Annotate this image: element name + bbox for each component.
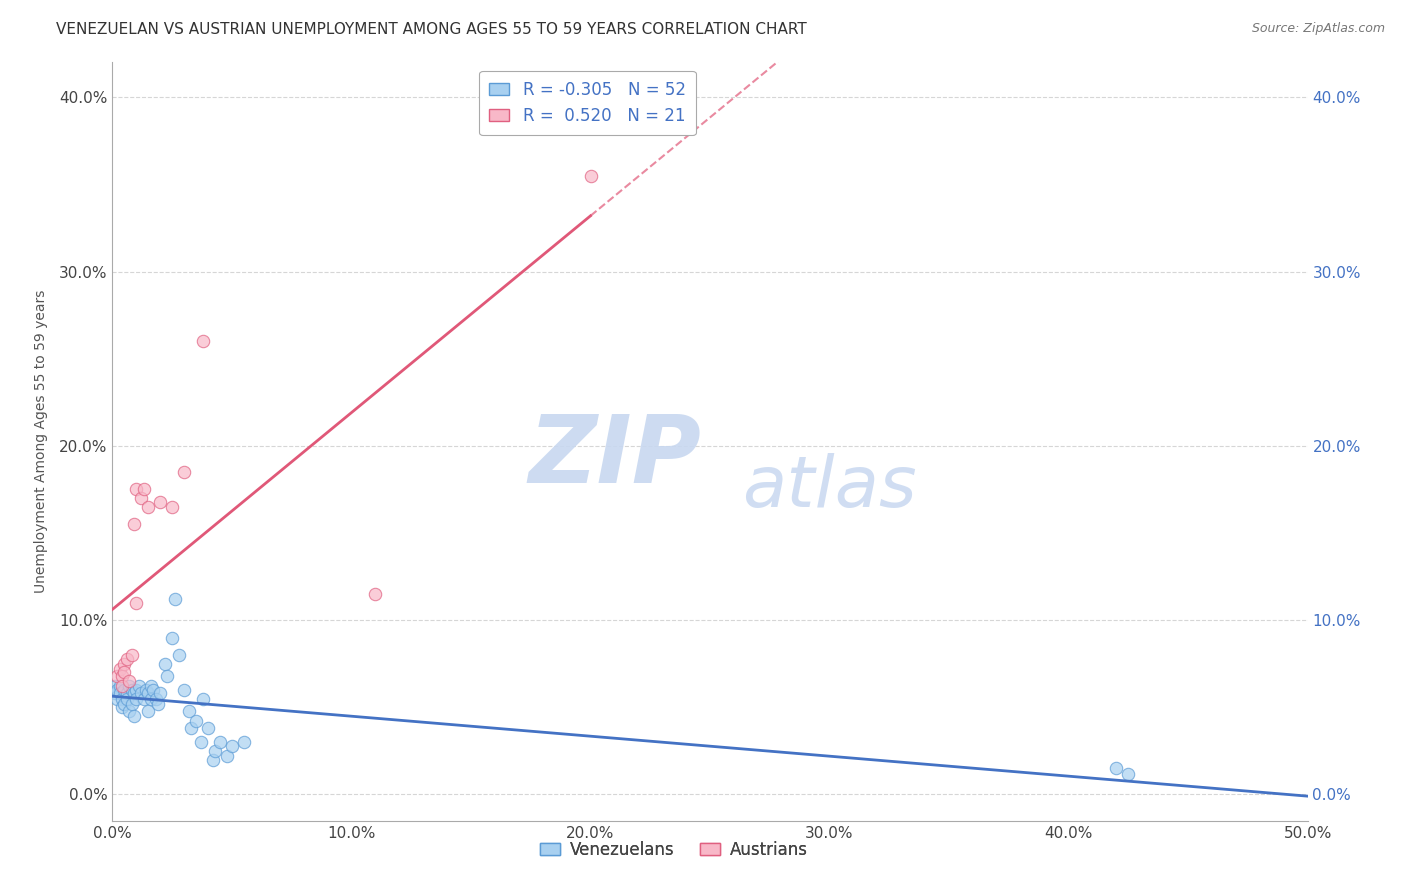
Point [204, 744, 226, 758]
Text: atlas: atlas [742, 452, 917, 522]
Point [193, 334, 215, 349]
Point [162, 500, 183, 514]
Point [138, 686, 160, 700]
Point [129, 686, 152, 700]
Point [111, 691, 134, 706]
Point [139, 691, 162, 706]
Point [125, 483, 148, 497]
Point [114, 697, 135, 711]
Point [104, 686, 127, 700]
Point [128, 680, 150, 694]
Point [169, 648, 191, 662]
Point [217, 749, 239, 764]
Point [173, 465, 195, 479]
Point [145, 691, 167, 706]
Point [364, 587, 387, 601]
Point [201, 753, 224, 767]
Point [122, 517, 145, 532]
Point [115, 651, 138, 665]
Point [149, 494, 172, 508]
Point [121, 697, 143, 711]
Text: Source: ZipAtlas.com: Source: ZipAtlas.com [1251, 22, 1385, 36]
Point [121, 682, 143, 697]
Point [142, 682, 165, 697]
Legend: Venezuelans, Austrians: Venezuelans, Austrians [534, 834, 814, 865]
Point [111, 669, 134, 683]
Point [156, 669, 179, 683]
Point [1105, 761, 1128, 775]
Point [111, 680, 134, 694]
Point [105, 669, 128, 683]
Text: ZIP: ZIP [529, 410, 700, 503]
Point [173, 682, 195, 697]
Point [108, 662, 131, 676]
Text: VENEZUELAN VS AUSTRIAN UNEMPLOYMENT AMONG AGES 55 TO 59 YEARS CORRELATION CHART: VENEZUELAN VS AUSTRIAN UNEMPLOYMENT AMON… [56, 22, 807, 37]
Point [177, 704, 200, 718]
Point [108, 686, 131, 700]
Point [153, 657, 176, 671]
Point [186, 714, 208, 729]
Point [132, 483, 155, 497]
Point [105, 682, 128, 697]
Point [111, 700, 134, 714]
Point [138, 704, 160, 718]
Point [125, 682, 148, 697]
Point [221, 739, 243, 753]
Point [190, 735, 212, 749]
Point [122, 686, 145, 700]
Point [180, 721, 202, 735]
Point [114, 665, 135, 680]
Point [162, 631, 183, 645]
Point [118, 704, 141, 718]
Point [579, 169, 602, 183]
Point [163, 592, 186, 607]
Point [125, 691, 148, 706]
Point [121, 648, 143, 662]
Point [209, 735, 232, 749]
Y-axis label: Unemployment Among Ages 55 to 59 years: Unemployment Among Ages 55 to 59 years [34, 290, 48, 593]
Point [138, 500, 160, 514]
Point [139, 680, 162, 694]
Point [115, 686, 138, 700]
Point [105, 691, 128, 706]
Point [197, 721, 219, 735]
Point [104, 680, 127, 694]
Point [122, 709, 145, 723]
Point [115, 691, 138, 706]
Point [146, 697, 169, 711]
Point [108, 680, 131, 694]
Point [118, 674, 141, 689]
Point [132, 691, 155, 706]
Point [193, 691, 215, 706]
Point [114, 682, 135, 697]
Point [149, 686, 172, 700]
Point [125, 596, 148, 610]
Point [114, 657, 135, 671]
Point [118, 680, 141, 694]
Point [129, 491, 152, 506]
Point [135, 682, 157, 697]
Point [233, 735, 256, 749]
Point [1118, 766, 1140, 780]
